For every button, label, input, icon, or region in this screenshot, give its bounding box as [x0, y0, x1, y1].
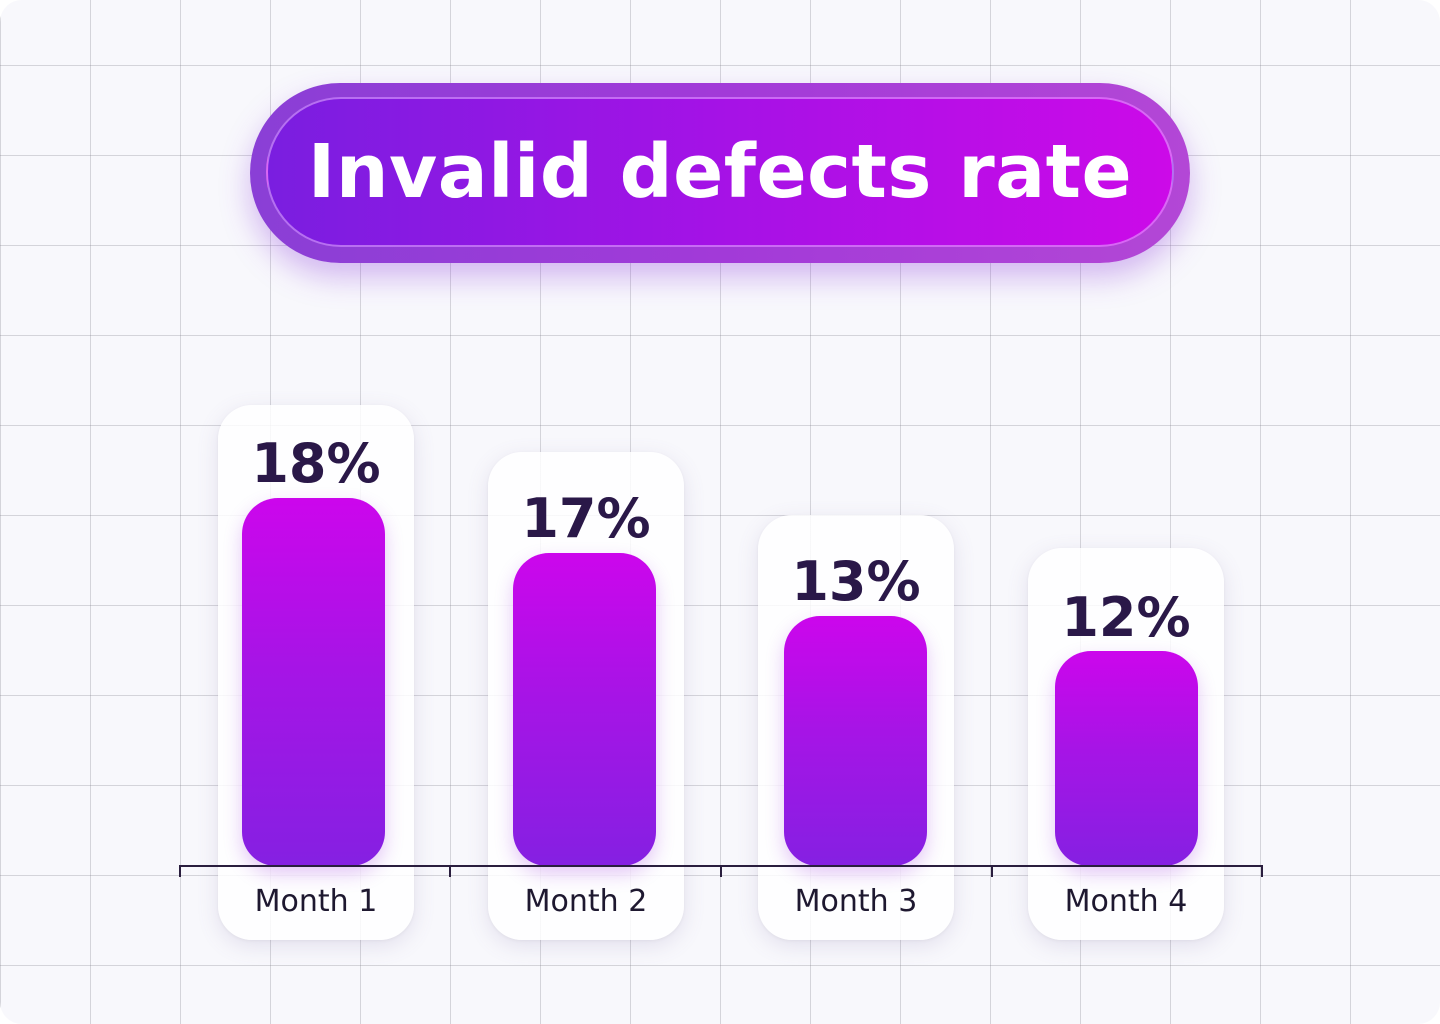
bar-month-1: [242, 498, 385, 866]
x-axis-tick: [991, 865, 993, 877]
x-axis-tick: [720, 865, 722, 877]
x-axis-label-month-3: Month 3: [794, 884, 918, 919]
x-axis-tick: [179, 865, 181, 877]
value-label-month-1: 18%: [251, 432, 381, 495]
x-axis-tick: [449, 865, 451, 877]
x-axis-tick: [1261, 865, 1263, 877]
chart-title-inner: Invalid defects rate: [266, 97, 1174, 247]
value-label-month-2: 17%: [521, 487, 651, 550]
x-axis-label-month-1: Month 1: [254, 884, 378, 919]
bar-month-4: [1055, 651, 1198, 866]
bar-month-3: [784, 616, 927, 866]
value-label-month-4: 12%: [1061, 586, 1191, 649]
chart-title: Invalid defects rate: [307, 129, 1133, 215]
x-axis-label-month-4: Month 4: [1064, 884, 1188, 919]
bar-month-2: [513, 553, 656, 866]
chart-title-banner: Invalid defects rate: [250, 83, 1190, 263]
value-label-month-3: 13%: [791, 550, 921, 613]
x-axis-label-month-2: Month 2: [524, 884, 648, 919]
